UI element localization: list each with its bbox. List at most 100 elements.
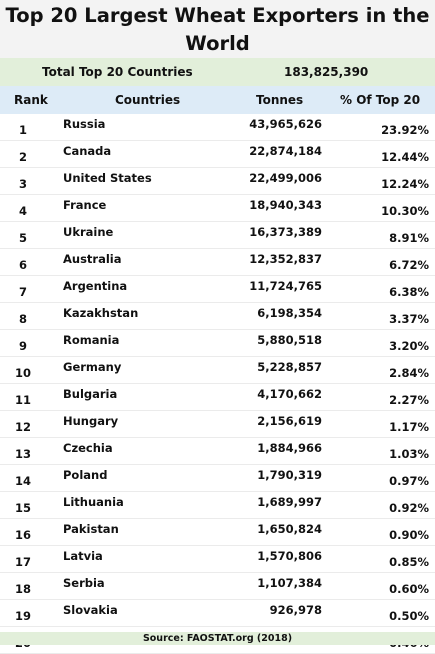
rank-cell: 13: [14, 447, 31, 461]
country-cell: Hungary: [63, 414, 119, 428]
tonnes-cell: 926,978: [269, 603, 322, 617]
table-row: 13 Czechia 1,884,966 1.03%: [0, 438, 435, 465]
table-row: 18 Serbia 1,107,384 0.60%: [0, 573, 435, 600]
percent-cell: 12.24%: [381, 177, 429, 191]
rank-cell: 4: [18, 204, 27, 218]
percent-cell: 0.50%: [389, 609, 429, 623]
tonnes-cell: 16,373,389: [249, 225, 322, 239]
country-cell: Slovakia: [63, 603, 118, 617]
tonnes-cell: 22,499,006: [249, 171, 322, 185]
country-cell: Canada: [63, 144, 112, 158]
tonnes-cell: 43,965,626: [249, 117, 322, 131]
table-row: 16 Pakistan 1,650,824 0.90%: [0, 519, 435, 546]
total-label: Total Top 20 Countries: [42, 65, 193, 79]
table-row: 14 Poland 1,790,319 0.97%: [0, 465, 435, 492]
percent-cell: 0.90%: [389, 528, 429, 542]
tonnes-cell: 4,170,662: [257, 387, 322, 401]
tonnes-cell: 12,352,837: [249, 252, 322, 266]
country-cell: United States: [63, 171, 152, 185]
rank-cell: 2: [18, 150, 27, 164]
country-cell: Romania: [63, 333, 120, 347]
table-row: 2 Canada 22,874,184 12.44%: [0, 141, 435, 168]
rank-cell: 16: [14, 528, 31, 542]
percent-cell: 6.38%: [389, 285, 429, 299]
table-row: 3 United States 22,499,006 12.24%: [0, 168, 435, 195]
table-row: 11 Bulgaria 4,170,662 2.27%: [0, 384, 435, 411]
rank-cell: 1: [18, 123, 27, 137]
table-row: 5 Ukraine 16,373,389 8.91%: [0, 222, 435, 249]
rank-cell: 19: [14, 609, 31, 623]
country-cell: Czechia: [63, 441, 113, 455]
total-value: 183,825,390: [284, 65, 369, 79]
percent-cell: 23.92%: [381, 123, 429, 137]
rank-cell: 8: [18, 312, 27, 326]
tonnes-cell: 5,228,857: [257, 360, 322, 374]
tonnes-cell: 1,650,824: [257, 522, 322, 536]
table-body: 1 Russia 43,965,626 23.92% 2 Canada 22,874,184…: [0, 114, 435, 654]
percent-cell: 8.91%: [389, 231, 429, 245]
percent-cell: 0.85%: [389, 555, 429, 569]
percent-cell: 10.30%: [381, 204, 429, 218]
tonnes-cell: 1,107,384: [257, 576, 322, 590]
column-header-rank: Rank: [14, 93, 48, 107]
country-cell: France: [63, 198, 107, 212]
table-row: 6 Australia 12,352,837 6.72%: [0, 249, 435, 276]
table-row: 1 Russia 43,965,626 23.92%: [0, 114, 435, 141]
page-title: Top 20 Largest Wheat Exporters in the Wo…: [0, 0, 435, 58]
tonnes-cell: 2,156,619: [257, 414, 322, 428]
tonnes-cell: 1,570,806: [257, 549, 322, 563]
percent-cell: 0.97%: [389, 474, 429, 488]
tonnes-cell: 22,874,184: [249, 144, 322, 158]
percent-cell: 6.72%: [389, 258, 429, 272]
rank-cell: 14: [14, 474, 31, 488]
table-row: 9 Romania 5,880,518 3.20%: [0, 330, 435, 357]
percent-cell: 3.37%: [389, 312, 429, 326]
tonnes-cell: 1,790,319: [257, 468, 322, 482]
table-row: 15 Lithuania 1,689,997 0.92%: [0, 492, 435, 519]
tonnes-cell: 5,880,518: [257, 333, 322, 347]
percent-cell: 0.92%: [389, 501, 429, 515]
percent-cell: 1.17%: [389, 420, 429, 434]
percent-cell: 12.44%: [381, 150, 429, 164]
column-header-percent: % Of Top 20: [340, 93, 421, 107]
rank-cell: 6: [18, 258, 27, 272]
rank-cell: 9: [18, 339, 27, 353]
table-row: 4 France 18,940,343 10.30%: [0, 195, 435, 222]
tonnes-cell: 11,724,765: [249, 279, 322, 293]
country-cell: Poland: [63, 468, 108, 482]
rank-cell: 18: [14, 582, 31, 596]
tonnes-cell: 1,884,966: [257, 441, 322, 455]
percent-cell: 2.27%: [389, 393, 429, 407]
country-cell: Latvia: [63, 549, 103, 563]
tonnes-cell: 18,940,343: [249, 198, 322, 212]
rank-cell: 7: [18, 285, 27, 299]
rank-cell: 12: [14, 420, 31, 434]
rank-cell: 5: [18, 231, 27, 245]
column-header-countries: Countries: [115, 93, 181, 107]
percent-cell: 2.84%: [389, 366, 429, 380]
source-note: Source: FAOSTAT.org (2018): [0, 632, 435, 645]
rank-cell: 3: [18, 177, 27, 191]
country-cell: Argentina: [63, 279, 128, 293]
table-row: 12 Hungary 2,156,619 1.17%: [0, 411, 435, 438]
table-header: Rank Countries Tonnes % Of Top 20: [0, 86, 435, 114]
country-cell: Bulgaria: [63, 387, 118, 401]
rank-cell: 11: [14, 393, 31, 407]
total-row: Total Top 20 Countries 183,825,390: [0, 58, 435, 86]
table-row: 7 Argentina 11,724,765 6.38%: [0, 276, 435, 303]
rank-cell: 10: [14, 366, 31, 380]
table-row: 10 Germany 5,228,857 2.84%: [0, 357, 435, 384]
country-cell: Serbia: [63, 576, 105, 590]
country-cell: Pakistan: [63, 522, 119, 536]
country-cell: Germany: [63, 360, 122, 374]
table-row: 17 Latvia 1,570,806 0.85%: [0, 546, 435, 573]
country-cell: Russia: [63, 117, 106, 131]
tonnes-cell: 6,198,354: [257, 306, 322, 320]
column-header-tonnes: Tonnes: [256, 93, 304, 107]
rank-cell: 17: [14, 555, 31, 569]
percent-cell: 1.03%: [389, 447, 429, 461]
percent-cell: 3.20%: [389, 339, 429, 353]
table-row: 19 Slovakia 926,978 0.50%: [0, 600, 435, 627]
country-cell: Lithuania: [63, 495, 124, 509]
